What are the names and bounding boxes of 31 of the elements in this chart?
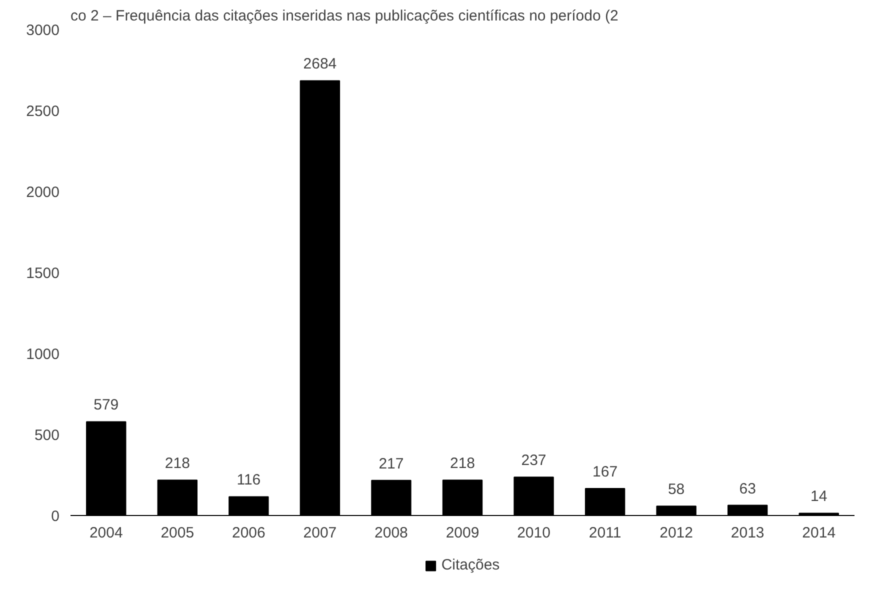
y-tick-label: 2000 [26,184,60,201]
data-label: 2684 [303,56,337,73]
data-label: 58 [668,481,685,498]
x-tick-label: 2008 [374,524,408,542]
x-tick-label: 2014 [802,524,836,542]
x-tick-label: 2006 [232,524,266,542]
x-tick-label: 2010 [517,524,550,542]
data-label: 167 [592,463,618,480]
x-tick-label: 2007 [303,524,337,542]
x-tick-label: 2005 [160,524,194,542]
data-label: 63 [739,480,756,498]
data-label: 116 [236,472,261,489]
x-tick-label: 2009 [446,524,480,542]
data-label: 579 [94,396,119,414]
y-tick-label: 500 [34,427,60,444]
x-tick-label: 2011 [588,524,622,542]
chart-title: co 2 – Frequência das citações inseridas nas publicações científicas no período (2 [70,8,618,24]
data-label: 218 [164,455,190,472]
data-label: 218 [450,455,476,472]
y-tick-label: 2500 [26,103,60,120]
y-tick-label: 0 [51,508,60,525]
y-tick-label: 1500 [26,265,60,282]
y-tick-label: 1000 [26,346,60,363]
y-tick-label: 3000 [26,22,60,39]
x-tick-label: 2012 [660,524,694,542]
data-label: 237 [521,452,546,470]
data-label: 14 [810,488,828,506]
data-label: 217 [378,455,404,472]
x-tick-label: 2013 [730,524,764,542]
legend-label: Citações [441,556,500,574]
x-tick-label: 2004 [89,524,123,542]
